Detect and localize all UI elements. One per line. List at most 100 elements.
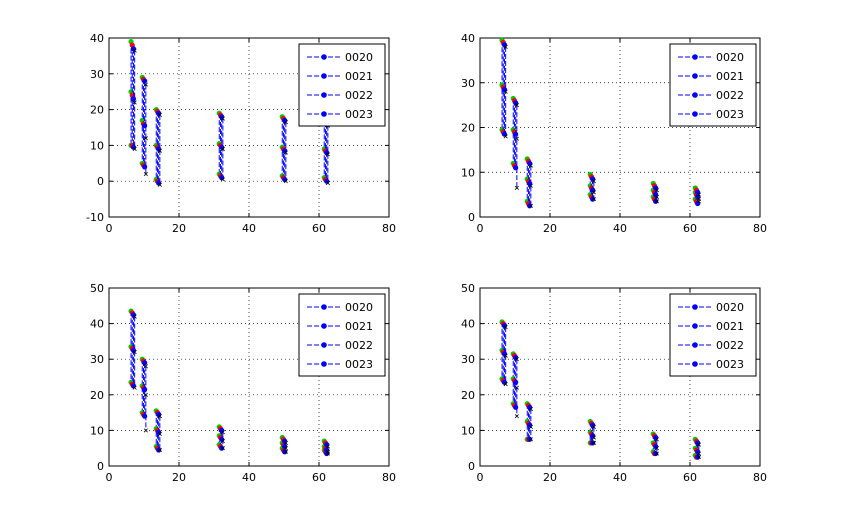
data-point-marker (142, 164, 148, 170)
legend-label: 0020 (716, 301, 744, 314)
data-point-marker (527, 160, 533, 166)
data-point-marker (590, 433, 596, 439)
data-point-marker (132, 385, 137, 390)
data-point-marker (219, 144, 225, 150)
data-point-marker (324, 178, 330, 184)
y-tick-label: 0 (97, 175, 104, 188)
data-point-marker (591, 424, 596, 429)
data-point-marker (654, 446, 659, 451)
x-tick-label: 40 (613, 222, 627, 235)
data-point-marker (501, 42, 508, 48)
y-tick-label: 20 (90, 389, 104, 402)
data-point-marker (513, 131, 519, 137)
legend: 0020 0021 0022 0023 (669, 293, 757, 377)
legend-label: 0022 (716, 89, 744, 102)
data-point-marker (590, 422, 596, 428)
data-point-marker (325, 449, 330, 454)
data-point-marker (283, 446, 288, 451)
legend-label: 0022 (345, 339, 373, 352)
x-tick-label: 60 (312, 471, 326, 484)
y-tick-label: 30 (90, 353, 104, 366)
data-point-marker (283, 440, 288, 445)
data-point-marker (591, 435, 596, 440)
series-0023 (503, 44, 701, 208)
legend-marker (321, 323, 327, 329)
y-tick-label: 40 (461, 318, 475, 331)
series-0022 (501, 322, 701, 460)
x-tick-label: 40 (613, 471, 627, 484)
x-tick-label: 60 (683, 222, 697, 235)
data-point-marker (157, 112, 162, 118)
data-point-marker (696, 451, 701, 456)
series-0023 (503, 325, 701, 460)
data-point-marker (219, 445, 225, 451)
data-point-marker (528, 406, 533, 412)
x-tick-label: 80 (753, 471, 767, 484)
data-point-marker (527, 422, 533, 428)
legend-label: 0021 (716, 70, 744, 83)
data-point-marker (654, 188, 659, 193)
data-point-marker (325, 444, 330, 449)
data-point-marker (503, 89, 508, 94)
x-tick-label: 20 (543, 471, 557, 484)
y-tick-label: 20 (461, 389, 475, 402)
data-point-marker (513, 379, 519, 385)
data-point-marker (527, 436, 533, 442)
x-tick-label: 20 (172, 222, 186, 235)
data-point-marker (501, 379, 508, 385)
legend: 0020 0021 0022 0023 (669, 43, 757, 127)
data-point-marker (130, 46, 137, 52)
legend-marker (692, 342, 698, 348)
legend-marker (692, 92, 698, 98)
x-tick-label: 80 (382, 222, 396, 235)
legend-marker (321, 111, 327, 117)
legend-marker (321, 304, 327, 310)
data-point-marker (283, 150, 288, 155)
x-tick-label: 0 (106, 471, 113, 484)
data-point-marker (143, 136, 148, 141)
legend-marker (321, 361, 327, 367)
data-point-marker (590, 196, 596, 202)
data-point-marker (528, 163, 533, 168)
data-point-marker (157, 431, 162, 437)
data-point-marker (219, 114, 225, 120)
data-point-marker (325, 152, 330, 157)
data-point-marker (324, 149, 330, 156)
legend-marker (321, 92, 327, 98)
data-point-marker (325, 451, 330, 456)
data-point-marker (695, 189, 701, 195)
data-point-marker (156, 447, 162, 453)
data-point-marker (590, 440, 596, 446)
data-point-marker (142, 78, 148, 84)
legend-marker (692, 361, 698, 367)
data-point-marker (324, 450, 330, 457)
y-tick-label: 10 (90, 139, 104, 152)
data-point-marker (157, 414, 162, 419)
legend-label: 0020 (345, 301, 373, 314)
data-point-marker (142, 123, 148, 129)
data-point-marker (142, 360, 148, 366)
legend-marker (321, 342, 327, 348)
data-point-marker (591, 179, 596, 184)
y-tick-label: 10 (461, 424, 475, 437)
legend-marker (692, 54, 698, 60)
data-point-marker (156, 429, 162, 435)
legend: 0020 0021 0022 0023 (298, 293, 386, 377)
legend-label: 0023 (345, 108, 373, 121)
data-point-marker (514, 136, 519, 141)
legend-marker (692, 323, 698, 329)
y-tick-label: 30 (461, 353, 475, 366)
data-point-marker (156, 180, 162, 186)
legend-box (298, 43, 386, 127)
data-point-marker (528, 203, 533, 208)
legend-label: 0023 (716, 358, 744, 371)
legend-marker (692, 73, 698, 79)
legend-label: 0023 (716, 108, 744, 121)
data-point-marker (528, 437, 533, 442)
data-point-marker (282, 148, 288, 154)
data-point-marker (156, 110, 162, 116)
data-point-marker (283, 449, 288, 454)
data-point-marker (513, 354, 519, 361)
data-point-marker (324, 442, 330, 448)
